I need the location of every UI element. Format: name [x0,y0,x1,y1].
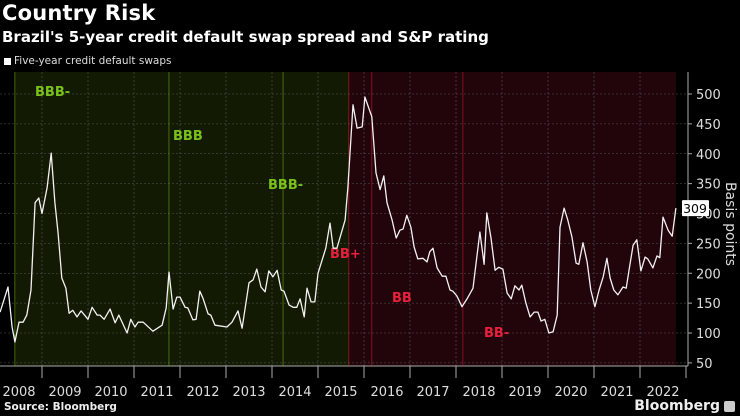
y-tick-label: 50 [696,357,713,372]
x-tick-label: 2010 [94,385,127,400]
y-tick-label: 200 [696,267,721,282]
investment-grade-region [14,72,349,366]
last-value-box [682,200,709,217]
chart-title: Country Risk [2,1,156,25]
y-tick-label: 450 [696,118,721,133]
y-tick-label: 350 [696,178,721,193]
y-tick-label: 400 [696,148,721,163]
y-tick-label: 100 [696,327,721,342]
x-tick-label: 2020 [554,385,587,400]
x-tick-label: 2014 [278,385,311,400]
x-tick-label: 2017 [416,385,449,400]
x-tick-label: 2018 [462,385,495,400]
rating-label: BB- [484,326,509,341]
x-tick-label: 2008 [2,385,35,400]
y-tick-label: 500 [696,88,721,103]
x-tick-label: 2022 [646,385,679,400]
x-tick-label: 2016 [370,385,403,400]
legend: Five-year credit default swaps [4,55,172,67]
chart-subtitle: Brazil's 5-year credit default swap spre… [2,28,489,46]
x-tick-label: 2013 [232,385,265,400]
source-note: Source: Bloomberg [4,401,117,413]
rating-label: BBB [173,129,203,144]
x-tick-label: 2011 [140,385,173,400]
rating-label: BBB- [268,178,303,193]
x-tick-label: 2019 [508,385,541,400]
rating-label: BB [392,291,412,306]
bloomberg-logo: Bloomberg [634,398,720,414]
rating-label: BBB- [35,85,70,100]
bloomberg-chart-icon [724,401,735,412]
legend-label: Five-year credit default swaps [14,55,172,67]
x-tick-label: 2015 [324,385,357,400]
junk-grade-region [348,72,676,366]
y-tick-label: 150 [696,297,721,312]
legend-swatch [4,57,11,65]
x-tick-label: 2009 [48,385,81,400]
last-value-label: 309 [683,201,707,216]
y-tick-label: 250 [696,237,721,252]
y-axis-label: Basis points [722,182,738,266]
x-tick-label: 2012 [186,385,219,400]
x-tick-label: 2021 [600,385,633,400]
rating-label: BB+ [330,247,361,262]
